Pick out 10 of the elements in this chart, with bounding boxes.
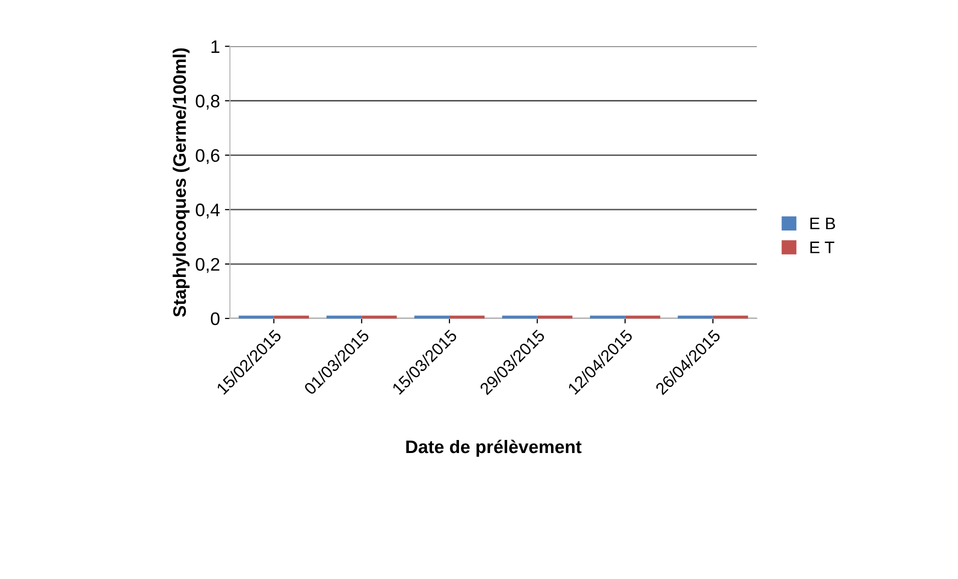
y-tick-label: 0,2: [196, 258, 220, 273]
y-tick-label: 1: [212, 40, 220, 53]
x-axis-title: Date de prélèvement: [406, 440, 582, 457]
y-tick-label: 0,4: [196, 204, 220, 218]
legend-label: E T: [810, 242, 834, 254]
legend-label: E B: [810, 218, 836, 230]
y-tick-label: 0,8: [196, 94, 220, 110]
y-tick-label: 0,6: [196, 149, 220, 164]
y-tick-label: 0: [210, 312, 220, 326]
y-axis-title: Staphylocoques (Germe/100ml): [172, 48, 190, 317]
